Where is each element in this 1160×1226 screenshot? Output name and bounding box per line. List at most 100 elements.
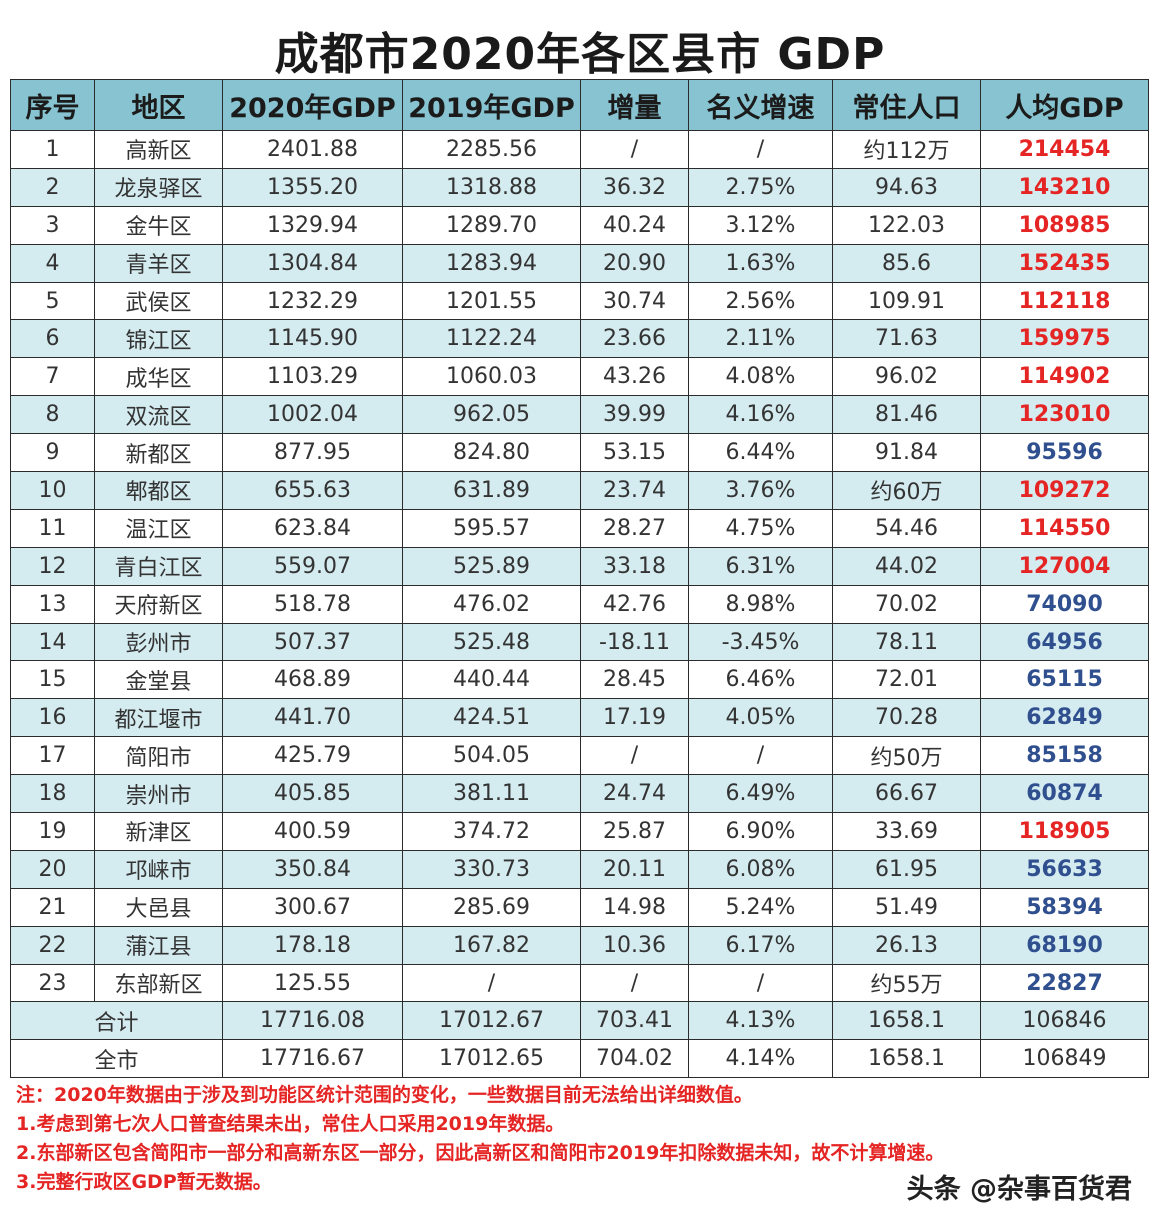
cell-gdp2020: 1355.20	[222, 167, 403, 207]
cell-population: 51.49	[832, 887, 981, 927]
summary-population: 1658.1	[832, 1001, 981, 1041]
cell-increase: 24.74	[580, 774, 689, 814]
cell-per-capita: 152435	[980, 243, 1149, 283]
cell-growth: 3.12%	[688, 205, 833, 245]
header-per-capita-gdp: 人均GDP	[980, 79, 1149, 131]
table-row: 5 武侯区 1232.29 1201.55 30.74 2.56% 109.91 112118	[10, 281, 1149, 321]
table-row: 3 金牛区 1329.94 1289.70 40.24 3.12% 122.03 108985	[10, 205, 1149, 245]
cell-increase: 20.11	[580, 849, 689, 889]
table-row: 17 简阳市 425.79 504.05// 约50万 85158	[10, 736, 1149, 776]
table-row: 23 东部新区 125.55// / 约55万 22827	[10, 963, 1149, 1003]
cell-gdp2019: 2285.56	[402, 130, 581, 169]
cell-per-capita: 143210	[980, 167, 1149, 207]
header-population: 常住人口	[832, 79, 981, 131]
cell-population: 91.84	[832, 433, 981, 473]
cell-no: 13	[10, 584, 95, 624]
summary-increase: 703.41	[580, 1001, 689, 1041]
cell-gdp2020: 2401.88	[222, 130, 403, 169]
cell-per-capita: 85158	[980, 736, 1149, 776]
table-row: 14 彭州市 507.37 525.48 -18.11 -3.45% 78.11 64956	[10, 622, 1149, 662]
cell-per-capita: 114550	[980, 508, 1149, 548]
cell-no: 18	[10, 774, 95, 814]
cell-region: 双流区	[94, 395, 223, 435]
cell-region: 高新区	[94, 130, 223, 169]
cell-growth: 1.63%	[688, 243, 833, 283]
cell-population: 54.46	[832, 508, 981, 548]
cell-growth: 6.46%	[688, 660, 833, 700]
cell-gdp2019: 476.02	[402, 584, 581, 624]
city-gdp2019: 17012.65	[402, 1039, 581, 1079]
cell-increase: 39.99	[580, 395, 689, 435]
cell-no: 17	[10, 736, 95, 776]
cell-region: 青羊区	[94, 243, 223, 283]
cell-no: 10	[10, 471, 95, 510]
cell-gdp2019: 824.80	[402, 433, 581, 473]
page-title: 成都市2020年各区县市 GDP	[274, 29, 886, 80]
cell-population: 78.11	[832, 622, 981, 662]
cell-no: 22	[10, 925, 95, 965]
cell-region: 彭州市	[94, 622, 223, 662]
cell-region: 简阳市	[94, 736, 223, 776]
cell-gdp2020: 623.84	[222, 508, 403, 548]
cell-population: 约60万	[832, 471, 981, 510]
cell-region: 金堂县	[94, 660, 223, 700]
cell-gdp2020: 877.95	[222, 433, 403, 473]
cell-no: 14	[10, 622, 95, 662]
cell-per-capita: 64956	[980, 622, 1149, 662]
cell-growth: 6.31%	[688, 546, 833, 586]
cell-population: 96.02	[832, 357, 981, 397]
cell-no: 21	[10, 887, 95, 927]
cell-gdp2020: 518.78	[222, 584, 403, 624]
header-no: 序号	[10, 79, 95, 131]
header-gdp2020: 2020年GDP	[222, 79, 403, 131]
cell-increase: 28.45	[580, 660, 689, 700]
note-line: 注：2020年数据由于涉及到功能区统计范围的变化，一些数据目前无法给出详细数值。	[16, 1084, 753, 1106]
city-population: 1658.1	[832, 1039, 981, 1079]
cell-population: 61.95	[832, 849, 981, 889]
cell-gdp2019: 440.44	[402, 660, 581, 700]
cell-no: 2	[10, 167, 95, 207]
cell-region: 锦江区	[94, 319, 223, 359]
header-increase: 增量	[580, 79, 689, 131]
cell-region: 崇州市	[94, 774, 223, 814]
cell-increase: 40.24	[580, 205, 689, 245]
table-row: 10 郫都区 655.63 631.89 23.74 3.76% 约60万 109272	[10, 471, 1149, 510]
note-line: 2.东部新区包含简阳市一部分和高新东区一部分，因此高新区和简阳市2019年扣除数…	[16, 1142, 945, 1164]
table-row: 12 青白江区 559.07 525.89 33.18 6.31% 44.02 127004	[10, 546, 1149, 586]
cell-population: 94.63	[832, 167, 981, 207]
cell-gdp2019: 1122.24	[402, 319, 581, 359]
cell-gdp2019: 631.89	[402, 471, 581, 510]
cell-no: 4	[10, 243, 95, 283]
cell-growth: 8.98%	[688, 584, 833, 624]
cell-no: 8	[10, 395, 95, 435]
notes: 注：2020年数据由于涉及到功能区统计范围的变化，一些数据目前无法给出详细数值。…	[16, 1081, 1146, 1197]
note-line: 3.完整行政区GDP暂无数据。	[16, 1171, 272, 1193]
cell-per-capita: 95596	[980, 433, 1149, 473]
header-nominal-growth: 名义增速	[688, 79, 833, 131]
cell-gdp2020: 1329.94	[222, 205, 403, 245]
table-header-row: 序号 地区 2020年GDP 2019年GDP 增量 名义增速 常住人口 人均G…	[10, 79, 1149, 131]
city-row: 全市 17716.67 17012.65 704.02 4.14% 1658.1…	[10, 1039, 1149, 1079]
cell-region: 都江堰市	[94, 698, 223, 738]
cell-per-capita: 112118	[980, 281, 1149, 321]
cell-gdp2020: 400.59	[222, 812, 403, 851]
cell-no: 12	[10, 546, 95, 586]
cell-gdp2019: 374.72	[402, 812, 581, 851]
cell-growth: 2.56%	[688, 281, 833, 321]
cell-gdp2019: 1318.88	[402, 167, 581, 207]
cell-region: 新津区	[94, 812, 223, 851]
cell-per-capita: 56633	[980, 849, 1149, 889]
cell-gdp2019: 285.69	[402, 887, 581, 927]
cell-increase: 10.36	[580, 925, 689, 965]
cell-no: 7	[10, 357, 95, 397]
cell-gdp2019: 504.05	[402, 736, 581, 776]
city-gdp2020: 17716.67	[222, 1039, 403, 1079]
cell-region: 东部新区	[94, 963, 223, 1003]
table-row: 1 高新区 2401.88 2285.56// 约112万 214454	[10, 130, 1149, 169]
table-row: 15 金堂县 468.89 440.44 28.45 6.46% 72.01 65115	[10, 660, 1149, 700]
cell-population: 70.28	[832, 698, 981, 738]
city-growth: 4.14%	[688, 1039, 833, 1079]
table-row: 18 崇州市 405.85 381.11 24.74 6.49% 66.67 60874	[10, 774, 1149, 814]
cell-gdp2020: 655.63	[222, 471, 403, 510]
cell-population: 122.03	[832, 205, 981, 245]
